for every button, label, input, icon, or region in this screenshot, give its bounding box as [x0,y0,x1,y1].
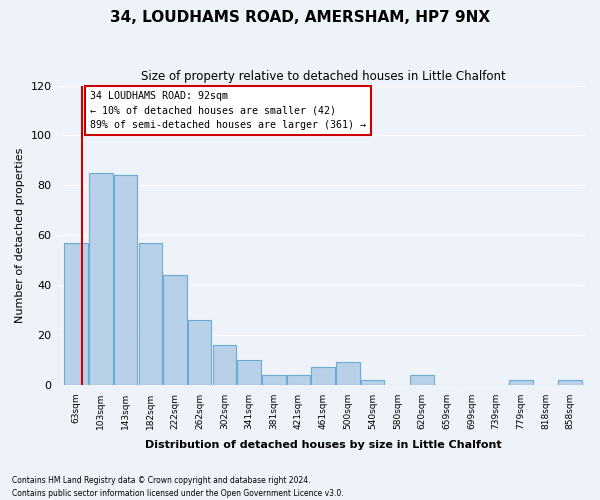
Bar [361,380,385,385]
Bar [336,362,359,385]
Bar [188,320,211,385]
Bar [509,380,533,385]
Bar [114,176,137,385]
Text: 34 LOUDHAMS ROAD: 92sqm
← 10% of detached houses are smaller (42)
89% of semi-de: 34 LOUDHAMS ROAD: 92sqm ← 10% of detache… [90,90,366,130]
Bar [64,242,88,385]
Bar [287,375,310,385]
Bar [262,375,286,385]
Text: 34, LOUDHAMS ROAD, AMERSHAM, HP7 9NX: 34, LOUDHAMS ROAD, AMERSHAM, HP7 9NX [110,10,490,25]
Bar [212,345,236,385]
Bar [238,360,261,385]
Bar [311,368,335,385]
Bar [89,173,113,385]
Bar [163,275,187,385]
Bar [410,375,434,385]
X-axis label: Distribution of detached houses by size in Little Chalfont: Distribution of detached houses by size … [145,440,502,450]
Title: Size of property relative to detached houses in Little Chalfont: Size of property relative to detached ho… [141,70,506,83]
Y-axis label: Number of detached properties: Number of detached properties [15,148,25,323]
Bar [559,380,582,385]
Text: Contains HM Land Registry data © Crown copyright and database right 2024.
Contai: Contains HM Land Registry data © Crown c… [12,476,344,498]
Bar [139,242,162,385]
